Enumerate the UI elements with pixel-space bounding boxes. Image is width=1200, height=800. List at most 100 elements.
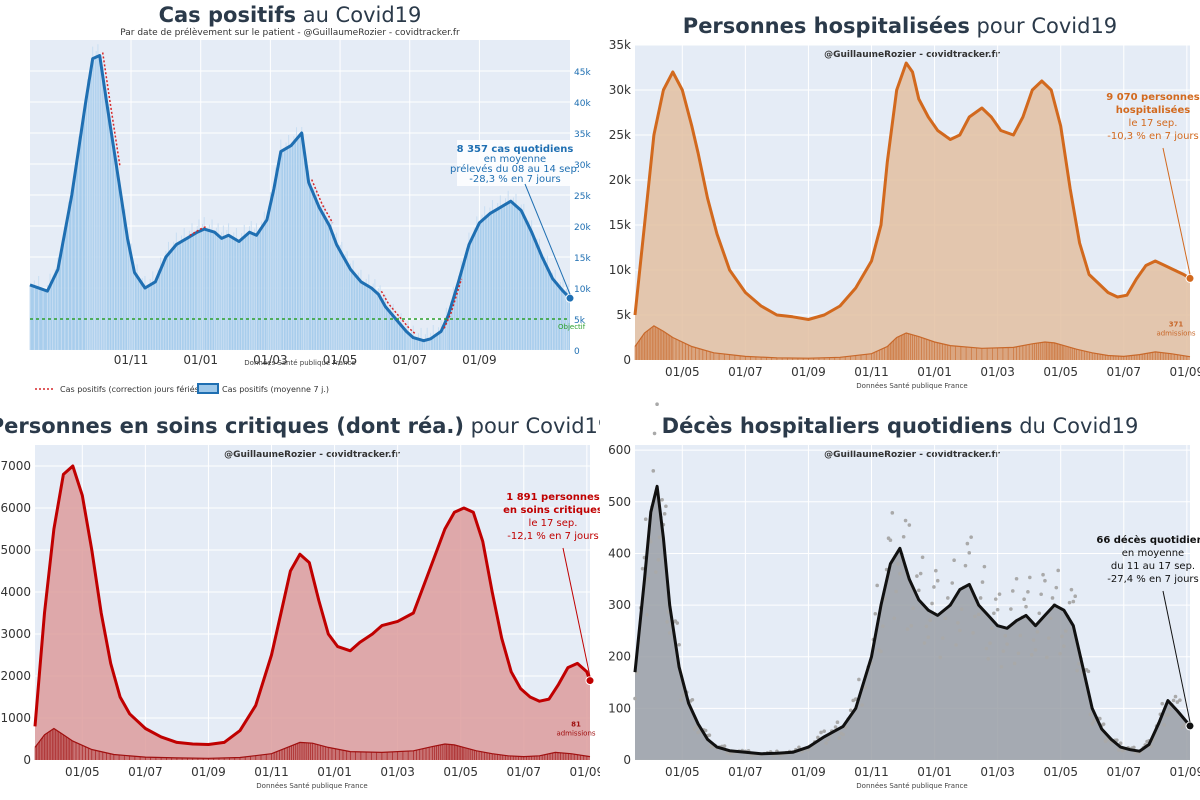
x-tick-labels: 01/05 01/07 01/09 01/11 01/01 01/03 01/05 01/07…	[665, 365, 1200, 379]
daily-dot	[707, 733, 712, 737]
daily-dot	[1075, 668, 1079, 673]
x-tick-label: 01/01	[917, 765, 952, 779]
daily-dot	[1012, 661, 1017, 666]
y-tick-label: 500	[608, 495, 631, 509]
daily-dot	[643, 517, 648, 522]
daily-dot	[1028, 575, 1032, 580]
y-tick-label: 5k	[616, 308, 631, 322]
daily-dot	[1088, 712, 1093, 717]
admissions-line	[634, 325, 1191, 359]
x-tick-label: 01/07	[728, 765, 763, 779]
daily-dot	[1058, 651, 1062, 656]
y-tick-label: 600	[608, 443, 631, 457]
x-tick-label: 01/05	[665, 765, 700, 779]
x-tick-label: 01/11	[854, 765, 889, 779]
y-tick-label: 5000	[0, 543, 31, 557]
daily-dot	[995, 607, 1000, 612]
source-label: Données Santé publique France	[244, 359, 355, 367]
y-tick-label: 10k	[574, 285, 591, 295]
daily-dot	[986, 656, 990, 661]
chart-title: Cas positifs au Covid19	[159, 3, 422, 27]
x-tick-label: 01/09	[791, 765, 826, 779]
y-tick-label: 1000	[0, 711, 31, 725]
daily-dot	[1071, 599, 1076, 604]
daily-dot	[1118, 741, 1123, 746]
daily-dot	[633, 696, 637, 701]
y-tick-label: 35k	[609, 38, 631, 52]
x-tick-label: 01/09	[462, 353, 497, 367]
x-tick-label: 01/01	[183, 353, 218, 367]
chart-hospitalisations: Personnes hospitalisées pour Covid19 @Gu…	[600, 0, 1200, 400]
x-tick-label: 01/09	[191, 765, 226, 779]
legend-label-moyenne: Cas positifs (moyenne 7 j.)	[222, 385, 329, 394]
daily-dot	[654, 570, 658, 574]
x-tick-label: 01/03	[980, 365, 1015, 379]
y-tick-label: 35k	[574, 130, 591, 140]
x-tick-label: 01/05	[1043, 365, 1078, 379]
daily-dot	[703, 728, 708, 733]
daily-dot	[679, 698, 683, 702]
daily-dot	[935, 578, 940, 583]
daily-dot	[940, 636, 945, 640]
daily-dot	[1031, 638, 1036, 642]
daily-dot	[640, 566, 645, 571]
series-area	[35, 466, 590, 760]
daily-dot	[954, 643, 958, 647]
daily-dot	[1168, 707, 1172, 712]
daily-dot	[1043, 578, 1047, 583]
daily-dot	[988, 641, 992, 645]
y-tick-label: 0	[23, 753, 31, 767]
daily-dot	[652, 431, 657, 436]
daily-dot	[1026, 590, 1030, 594]
annotation-pointer	[1162, 147, 1191, 275]
daily-dot	[971, 631, 975, 635]
daily-dot	[943, 616, 948, 621]
annotation-pointer	[562, 547, 591, 677]
daily-dot	[656, 558, 661, 562]
y-tick-labels: 0 1000 2000 3000 4000 5000 6000 7000	[0, 459, 31, 767]
daily-dot	[973, 614, 977, 619]
annotation-line: 9 070 personnes	[1106, 92, 1200, 103]
daily-dot	[1160, 701, 1165, 706]
daily-dot	[920, 555, 925, 560]
chart-deces: Décès hospitaliers quotidiens du Covid19…	[600, 400, 1200, 800]
objective-label: Objectif	[558, 323, 586, 331]
daily-dot	[722, 744, 727, 748]
x-tick-label: 01/05	[665, 365, 700, 379]
series-line	[633, 61, 1191, 321]
y-tick-labels: 0 5k 10k 15k 20k 25k 30k 35k	[609, 38, 631, 367]
daily-dot	[959, 607, 964, 611]
daily-dot	[1039, 592, 1043, 597]
daily-dot	[1175, 700, 1180, 704]
x-tick-label: 01/07	[392, 353, 427, 367]
series-line	[33, 464, 592, 746]
source-label: Données Santé publique France	[856, 782, 967, 790]
annotation-line: prélevés du 08 au 14 sep.	[450, 163, 580, 175]
daily-dot	[1090, 722, 1095, 726]
daily-dot	[690, 698, 695, 702]
chart-title-bold: Décès hospitaliers quotidiens	[662, 414, 1013, 438]
handle-label: @GuillaumeRozier - covidtracker.fr	[824, 450, 1000, 460]
daily-dot	[1018, 633, 1023, 638]
y-tick-label: 2000	[0, 669, 31, 683]
x-tick-label: 01/05	[443, 765, 478, 779]
daily-dot	[903, 518, 908, 523]
chart-title-bold: Personnes hospitalisées	[683, 14, 970, 38]
daily-dot	[963, 563, 968, 568]
annotation-line: en soins critiques	[503, 505, 600, 516]
daily-dot	[967, 551, 972, 555]
daily-dot	[907, 523, 912, 527]
annotation-line: 8 357 cas quotidiens	[457, 144, 574, 155]
daily-dot	[655, 402, 659, 407]
daily-dot	[894, 589, 898, 594]
daily-dot	[881, 624, 885, 628]
x-tick-label: 01/05	[323, 353, 358, 367]
daily-dot	[1062, 644, 1066, 648]
daily-dot	[934, 568, 938, 573]
series-line	[633, 484, 1192, 756]
daily-dot	[999, 664, 1004, 669]
daily-dot	[841, 732, 845, 737]
annotation-box	[457, 140, 573, 186]
daily-dot	[1048, 616, 1053, 621]
